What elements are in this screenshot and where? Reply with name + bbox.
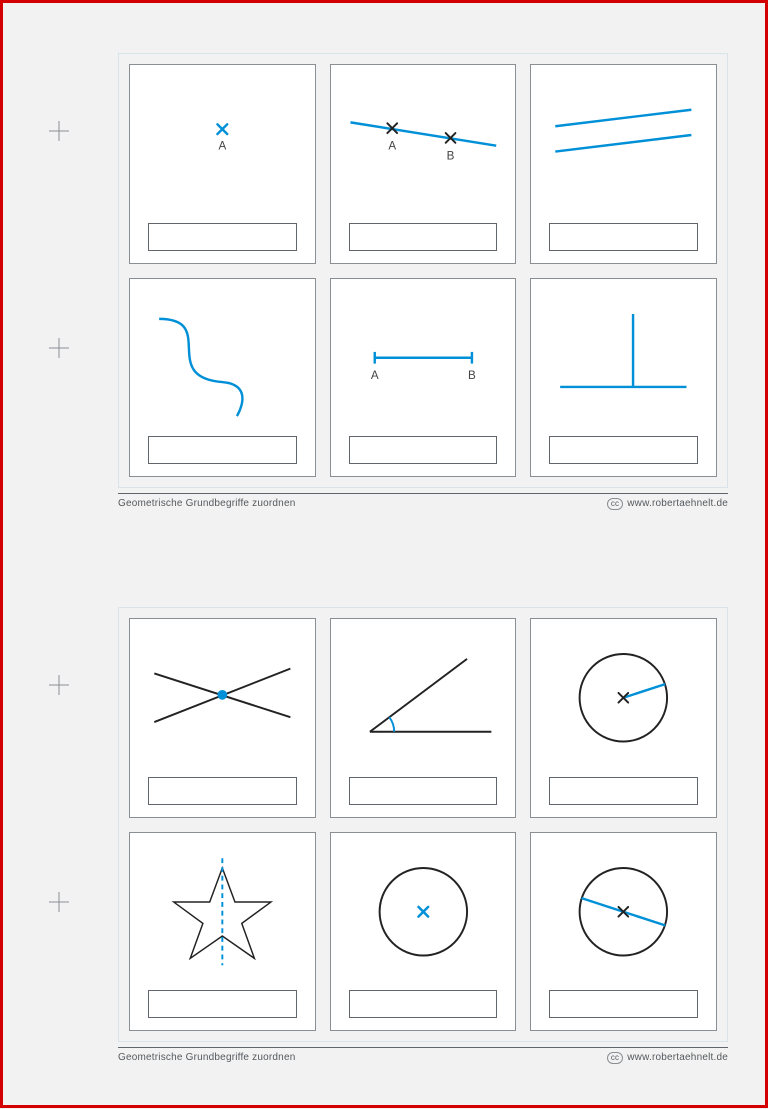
figure-circle_center xyxy=(331,833,516,991)
answer-input-box[interactable] xyxy=(549,990,698,1018)
svg-text:A: A xyxy=(371,369,379,382)
cc-icon: cc xyxy=(607,498,623,510)
figure-segment: A B xyxy=(331,279,516,437)
answer-input-box[interactable] xyxy=(148,990,297,1018)
geometry-card-curve xyxy=(129,278,316,478)
crop-mark xyxy=(49,675,69,695)
footer-title: Geometrische Grundbegriffe zuordnen xyxy=(118,498,295,510)
svg-text:B: B xyxy=(446,149,454,162)
worksheet-page-1: A A B xyxy=(3,3,768,555)
figure-parallel xyxy=(531,65,716,223)
figure-diameter xyxy=(531,833,716,991)
answer-input-box[interactable] xyxy=(148,436,297,464)
geometry-card-parallel xyxy=(530,64,717,264)
svg-text:A: A xyxy=(218,140,226,153)
page-footer: Geometrische Grundbegriffe zuordnen ccww… xyxy=(118,493,728,510)
answer-input-box[interactable] xyxy=(549,223,698,251)
geometry-card-circle_center xyxy=(330,832,517,1032)
card-grid xyxy=(119,608,727,1041)
footer-attribution: cc www.robertaehnelt.de xyxy=(607,498,728,510)
answer-input-box[interactable] xyxy=(349,223,498,251)
crop-mark xyxy=(49,892,69,912)
cc-icon: cc xyxy=(607,1052,623,1064)
geometry-card-segment: A B xyxy=(330,278,517,478)
geometry-card-point: A xyxy=(129,64,316,264)
answer-input-box[interactable] xyxy=(148,777,297,805)
crop-mark xyxy=(49,121,69,141)
geometry-card-intersection xyxy=(129,618,316,818)
footer-site: www.robertaehnelt.de xyxy=(627,498,728,509)
answer-input-box[interactable] xyxy=(349,777,498,805)
answer-input-box[interactable] xyxy=(549,777,698,805)
answer-input-box[interactable] xyxy=(349,990,498,1018)
footer-site: www.robertaehnelt.de xyxy=(627,1052,728,1063)
footer-attribution: cc www.robertaehnelt.de xyxy=(607,1052,728,1064)
geometry-card-radius xyxy=(530,618,717,818)
sheet-border: A A B xyxy=(118,53,728,488)
svg-text:B: B xyxy=(468,369,476,382)
worksheet-page-2: Geometrische Grundbegriffe zuordnen ccww… xyxy=(3,557,768,1109)
figure-point: A xyxy=(130,65,315,223)
geometry-card-angle xyxy=(330,618,517,818)
figure-intersection xyxy=(130,619,315,777)
figure-symmetry_star xyxy=(130,833,315,991)
card-grid: A A B xyxy=(119,54,727,487)
answer-input-box[interactable] xyxy=(549,436,698,464)
geometry-card-diameter xyxy=(530,832,717,1032)
sheet-border xyxy=(118,607,728,1042)
figure-line_two_points: A B xyxy=(331,65,516,223)
figure-curve xyxy=(130,279,315,437)
footer-title: Geometrische Grundbegriffe zuordnen xyxy=(118,1052,295,1064)
figure-perpendicular xyxy=(531,279,716,437)
geometry-card-line_two_points: A B xyxy=(330,64,517,264)
answer-input-box[interactable] xyxy=(349,436,498,464)
geometry-card-perpendicular xyxy=(530,278,717,478)
geometry-card-symmetry_star xyxy=(129,832,316,1032)
figure-angle xyxy=(331,619,516,777)
page-footer: Geometrische Grundbegriffe zuordnen ccww… xyxy=(118,1047,728,1064)
answer-input-box[interactable] xyxy=(148,223,297,251)
crop-mark xyxy=(49,338,69,358)
svg-text:A: A xyxy=(388,140,396,153)
figure-radius xyxy=(531,619,716,777)
